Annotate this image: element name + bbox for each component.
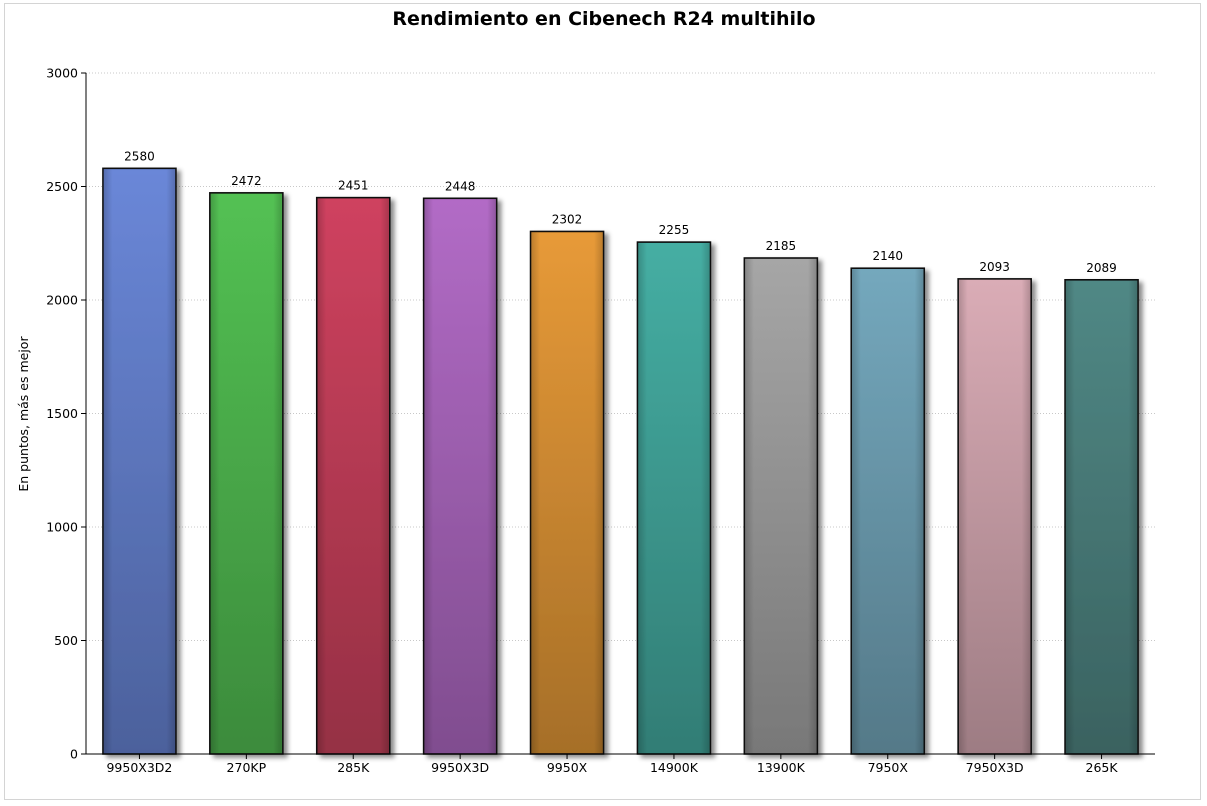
bar-shading	[210, 193, 282, 753]
x-tick-label: 13900K	[757, 760, 806, 775]
y-tick-label: 500	[54, 633, 78, 648]
bar-group: 2302	[529, 212, 605, 755]
bar-group: 2451	[315, 179, 391, 755]
bar-shading	[852, 269, 924, 753]
data-label: 2580	[124, 149, 155, 163]
data-label: 2089	[1086, 261, 1117, 275]
y-tick-label: 0	[70, 747, 78, 762]
data-label: 2448	[445, 179, 476, 193]
bar-shading	[317, 198, 389, 754]
grid-lines	[86, 72, 1155, 641]
y-axis-label: En puntos, más es mejor	[16, 336, 31, 492]
x-tick-label: 9950X3D2	[106, 760, 172, 775]
bar-group: 2140	[850, 249, 926, 755]
bar-group: 2093	[957, 260, 1032, 755]
x-tick-label: 265K	[1086, 760, 1119, 775]
data-label: 2302	[552, 212, 583, 226]
x-tick-label: 285K	[337, 760, 370, 775]
bar-shading	[424, 199, 496, 753]
data-label: 2093	[979, 260, 1010, 274]
data-label: 2472	[231, 174, 262, 188]
bar-group: 2472	[209, 174, 284, 755]
chart-title: Rendimiento en Cibenech R24 multihilo	[392, 8, 815, 30]
x-tick-label: 270KP	[227, 760, 267, 775]
axes	[85, 73, 1155, 755]
data-label: 2185	[766, 239, 797, 253]
bar-group: 2255	[636, 223, 712, 755]
bar-shading	[531, 232, 603, 754]
bar-group: 2089	[1064, 261, 1139, 755]
x-tick-label: 7950X	[868, 760, 909, 775]
bar-shading	[1066, 280, 1138, 753]
y-tick-label: 3000	[46, 66, 78, 81]
x-tick-label: 7950X3D	[966, 760, 1024, 775]
x-tick-label: 9950X3D	[431, 760, 489, 775]
x-tick-label: 9950X	[547, 760, 588, 775]
bar-group: 2448	[422, 179, 498, 755]
bar-shading	[745, 259, 817, 753]
bar-shading	[959, 279, 1031, 753]
y-axis-ticks: 0 500 1000 1500 2000 2500 3000	[46, 66, 86, 762]
bar-group: 2580	[102, 149, 177, 755]
data-label: 2451	[338, 179, 369, 193]
bar-group: 2185	[743, 239, 819, 755]
y-tick-label: 2500	[46, 179, 78, 194]
y-tick-label: 2000	[46, 293, 78, 308]
data-label: 2140	[872, 249, 903, 263]
bar-shading	[103, 169, 175, 754]
x-tick-label: 14900K	[650, 760, 699, 775]
data-label: 2255	[659, 223, 690, 237]
y-tick-label: 1000	[46, 520, 78, 535]
x-axis-labels: 9950X3D2 270KP 285K 9950X3D 9950X 14900K 13900…	[106, 754, 1118, 775]
bar-shading	[638, 243, 710, 754]
y-tick-label: 1500	[46, 406, 78, 421]
bars: 2580 2472 2451 2448 2302 2255 2185 2140 2093 2089	[102, 149, 1139, 755]
